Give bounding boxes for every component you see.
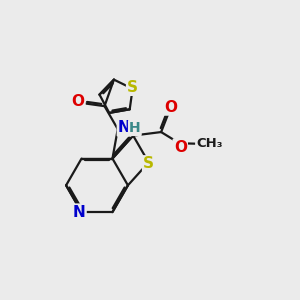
Text: O: O [174,140,187,154]
Text: N: N [73,205,85,220]
Text: H: H [129,121,141,135]
Text: O: O [71,94,85,109]
Text: S: S [127,80,138,95]
Text: S: S [143,156,154,171]
Text: N: N [118,120,130,135]
Text: CH₃: CH₃ [196,137,223,150]
Text: O: O [164,100,177,115]
